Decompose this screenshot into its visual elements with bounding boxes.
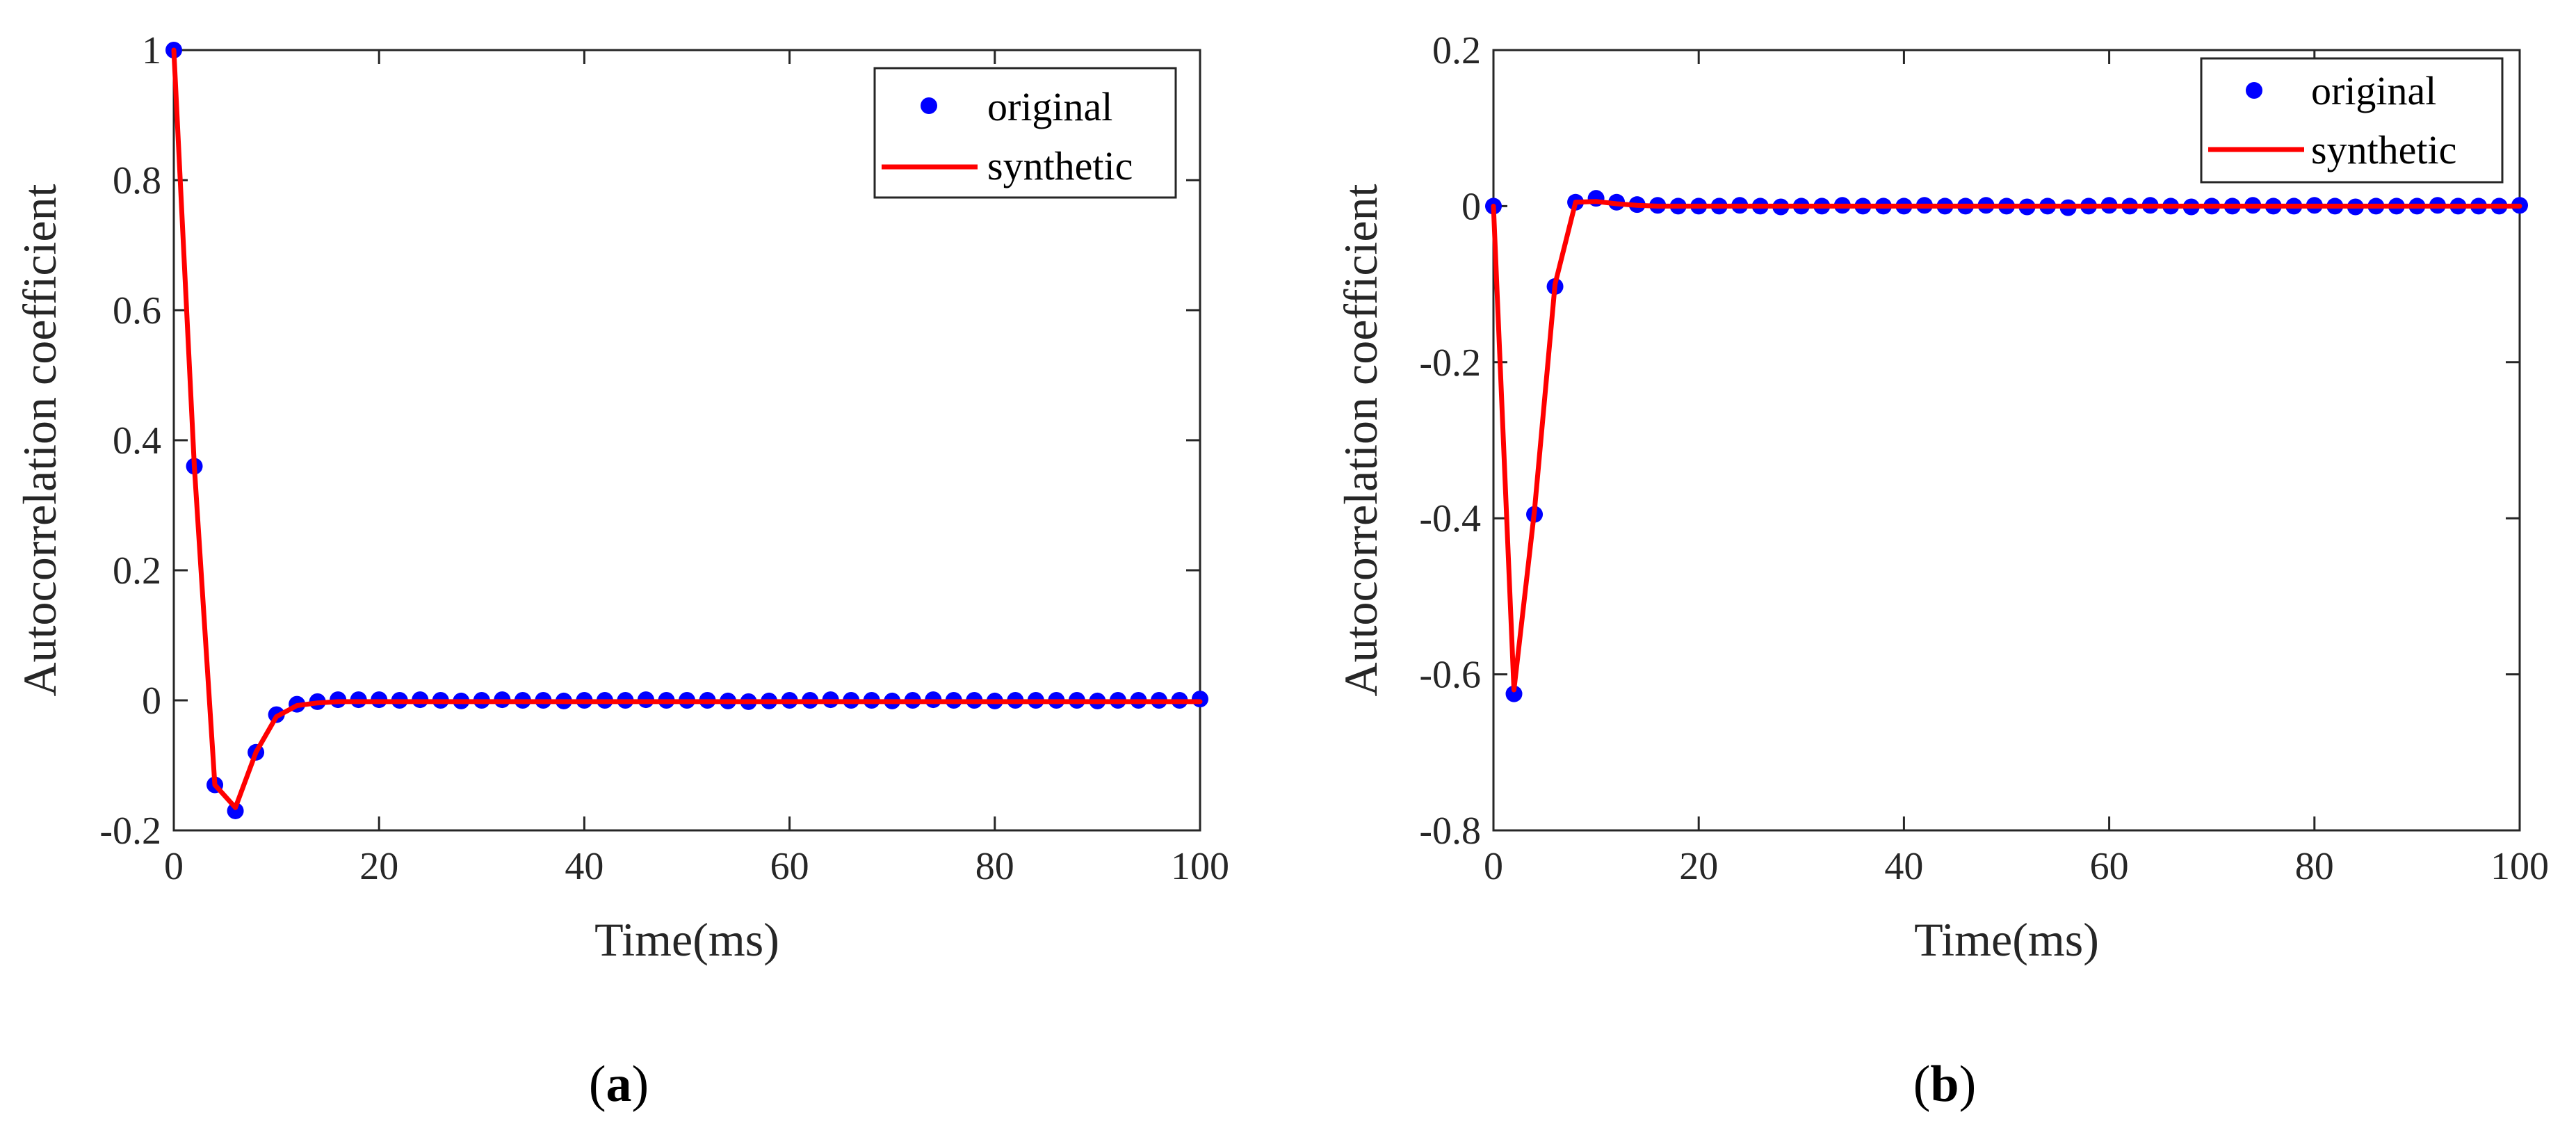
legend-label-original-a: original [987,84,1112,129]
y-tick-label-a: 1 [142,29,161,72]
panel-label-b-letter: b [1930,1056,1959,1113]
legend-box-a [873,67,1177,199]
data-point-original-a [227,802,244,819]
axis-ticks-b: 0 20 40 60 80 100 -0.8 -0.6 -0.4 -0.2 0 0.2 [1419,29,2549,888]
panel-label-b-close: ) [1959,1056,1977,1113]
y-tick-label-a: 0 [142,679,161,723]
legend-label-synthetic-a: synthetic [987,143,1133,188]
panel-label-b: (b) [1913,1056,1976,1113]
data-point-original-a [1192,691,1208,708]
x-axis-title-a: Time(ms) [594,913,779,966]
x-tick-label-a: 80 [975,845,1014,888]
y-tick-label-b: 0.2 [1432,29,1481,72]
panel-label-a: (a) [589,1056,649,1113]
x-tick-label-b: 80 [2295,845,2334,888]
chart-panel-b: 0 20 40 60 80 100 -0.8 -0.6 -0.4 -0.2 0 0.2 Time(ms… [1334,29,2549,966]
y-tick-label-a: 0.2 [113,549,161,593]
chart-panel-a: 0 20 40 60 80 100-0.200.20.40.60.81 Time(ms) … [13,29,1229,966]
legend-a: original synthetic [873,67,1177,199]
x-tick-label-a: 20 [359,845,398,888]
y-tick-label-b: -0.2 [1419,341,1481,385]
legend-label-original-b: original [2311,68,2436,113]
panel-label-a-open: ( [589,1056,606,1113]
legend-label-synthetic-b: synthetic [2311,127,2456,172]
legend-box-b [2200,57,2504,184]
y-tick-label-b: -0.4 [1419,497,1481,540]
x-axis-title-b: Time(ms) [1914,913,2099,966]
x-tick-label-b: 100 [2490,845,2549,888]
x-tick-label-a: 0 [164,845,184,888]
y-tick-label-b: -0.8 [1419,810,1481,853]
series-layer-a [165,42,1208,819]
legend-marker-original-b [2246,82,2262,99]
y-tick-label-a: -0.2 [99,810,161,853]
legend-b: original synthetic [2200,57,2504,184]
axis-ticks-a: 0 20 40 60 80 100-0.200.20.40.60.81 [99,29,1229,888]
series-layer-b [1485,190,2528,702]
y-tick-label-a: 0.4 [113,419,161,462]
series-line-synthetic-a [171,47,1203,810]
y-axis-title-a: Autocorrelation coefficient [13,184,66,696]
x-tick-label-b: 60 [2090,845,2129,888]
x-tick-label-b: 40 [1884,845,1923,888]
x-tick-label-b: 20 [1679,845,1718,888]
data-point-original-b [1505,685,1523,702]
x-tick-label-a: 40 [565,845,604,888]
series-line-synthetic-b [1491,199,2522,693]
y-axis-title-b: Autocorrelation coefficient [1334,184,1387,696]
panel-label-b-open: ( [1913,1056,1931,1113]
y-tick-label-b: -0.6 [1419,654,1481,697]
x-tick-label-a: 100 [1171,845,1229,888]
x-tick-label-b: 0 [1484,845,1503,888]
y-tick-label-a: 0.6 [113,289,161,332]
x-tick-label-a: 60 [770,845,809,888]
y-tick-label-b: 0 [1461,185,1481,228]
y-tick-label-a: 0.8 [113,159,161,202]
panel-label-a-letter: a [606,1056,632,1113]
panel-label-a-close: ) [632,1056,649,1113]
legend-marker-original-a [921,97,937,114]
